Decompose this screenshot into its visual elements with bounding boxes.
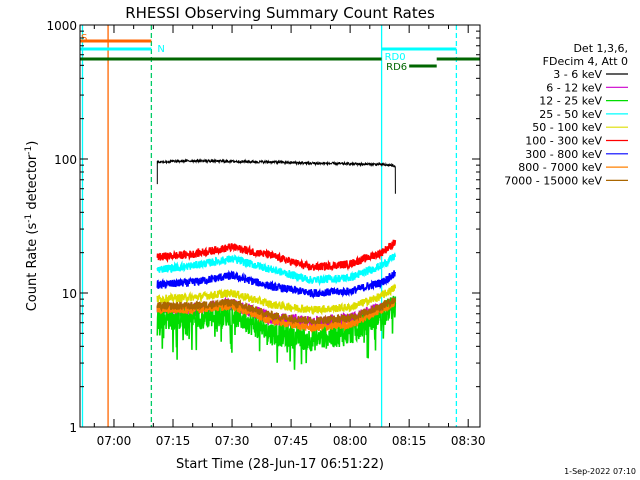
series-line: [156, 269, 397, 299]
x-tick-label: 07:30: [215, 434, 250, 448]
legend-entry-label: 6 - 12 keV: [546, 81, 602, 94]
flag-label: RD0: [385, 52, 406, 63]
y-tick-label: 1000: [46, 19, 77, 33]
x-tick-label: 08:30: [451, 434, 486, 448]
flag-label: S: [81, 33, 87, 44]
legend-entry-label: 300 - 800 keV: [525, 148, 602, 161]
y-tick-label: 10: [62, 287, 77, 301]
series-line: [156, 252, 397, 287]
y-tick-label: 1: [69, 421, 77, 435]
x-axis-label: Start Time (28-Jun-17 06:51:22): [176, 457, 384, 472]
series-line: [156, 239, 397, 272]
legend-header-line-1: Det 1,3,6,: [573, 42, 628, 55]
legend-entry-label: 25 - 50 keV: [539, 108, 602, 121]
legend-entry-label: 12 - 25 keV: [539, 95, 602, 108]
series-line: [156, 297, 396, 325]
x-tick-label: 08:00: [333, 434, 368, 448]
x-axis: 07:00 07:15 07:30 07:45 08:00 08:15 08:30: [93, 25, 486, 448]
y-axis-label: Count Rate (s-1 detector-1): [24, 141, 40, 312]
y-tick-label: 100: [54, 153, 77, 167]
x-tick-label: 07:15: [156, 434, 191, 448]
series-line: [156, 158, 396, 194]
legend-entry-label: 50 - 100 keV: [532, 121, 602, 134]
footer-timestamp: 1-Sep-2022 07:10: [564, 467, 636, 476]
legend-entry-label: 3 - 6 keV: [553, 68, 602, 81]
x-tick-label: 07:45: [274, 434, 309, 448]
legend-header-line-2: FDecim 4, Att 0: [543, 55, 628, 68]
legend-entry-label: 7000 - 15000 keV: [504, 174, 602, 187]
flag-label: RD6: [386, 62, 407, 73]
series-line: [156, 283, 397, 316]
y-axis: 1 10 100 1000: [46, 19, 480, 435]
legend-entry-label: 800 - 7000 keV: [518, 161, 602, 174]
plot-frame: [79, 24, 481, 428]
x-tick-label: 08:15: [392, 434, 427, 448]
flag-label: N: [157, 44, 164, 55]
legend-entry-label: 100 - 300 keV: [525, 135, 602, 148]
x-tick-label: 07:00: [97, 434, 132, 448]
chart-title: RHESSI Observing Summary Count Rates: [125, 4, 435, 22]
